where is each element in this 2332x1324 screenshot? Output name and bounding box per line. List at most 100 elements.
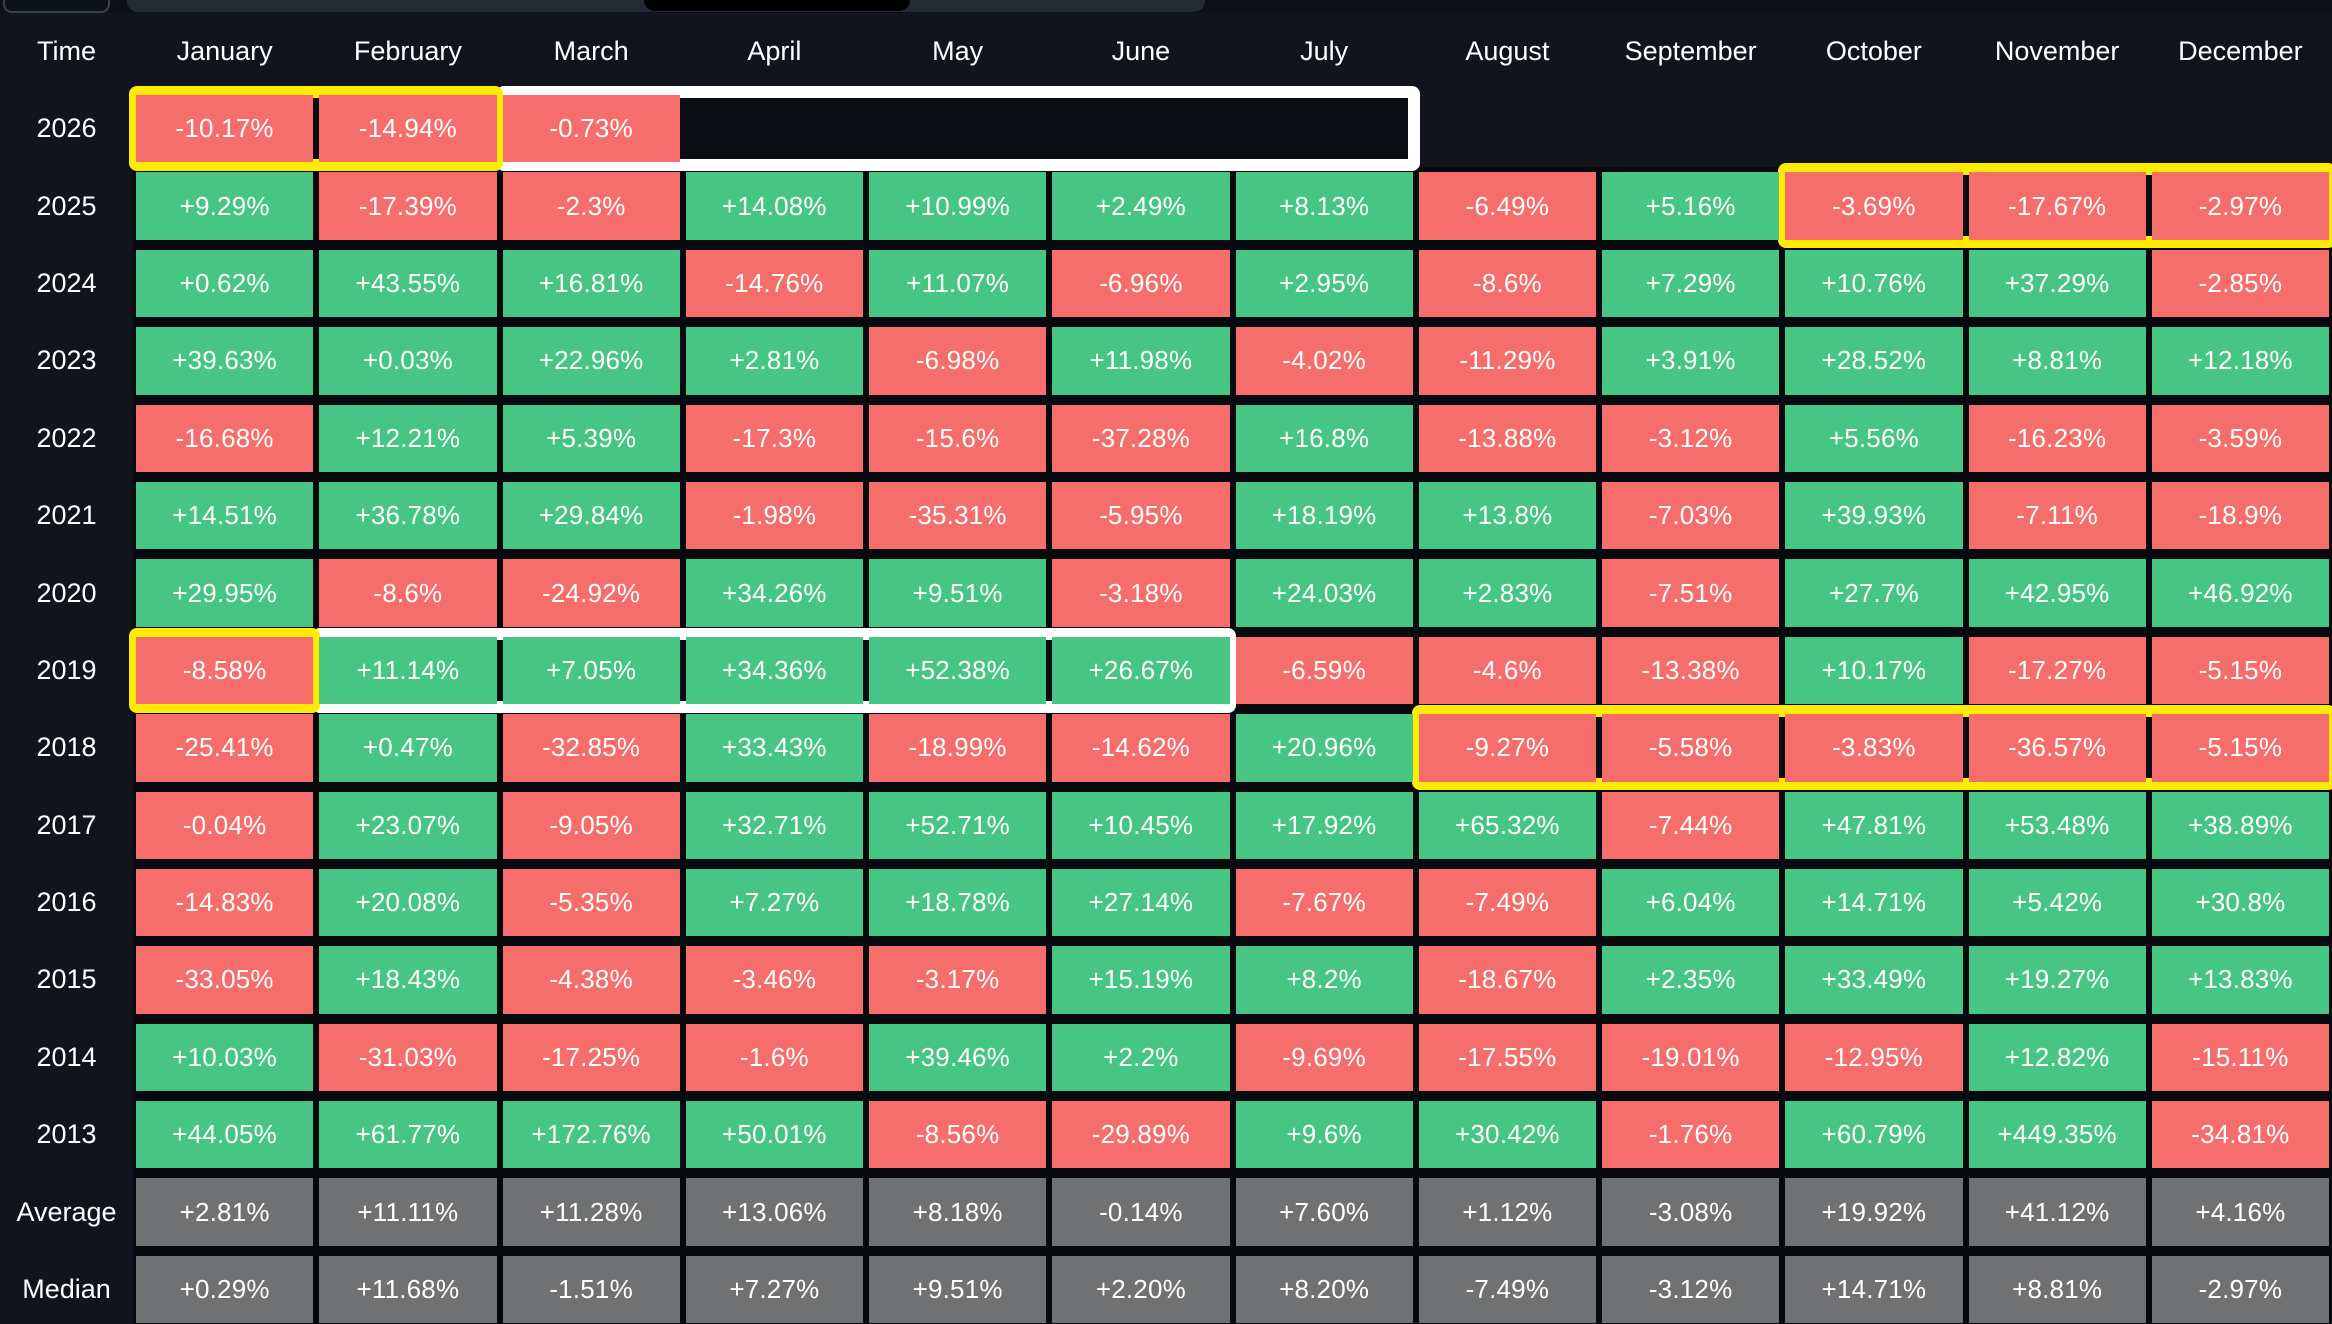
value-block: +9.51% bbox=[869, 1255, 1047, 1324]
value-block: -5.95% bbox=[1052, 481, 1230, 550]
cell-2019-june: +26.67% bbox=[1049, 631, 1233, 710]
cell-2018-february: +0.47% bbox=[316, 709, 500, 787]
cell-2014-november: +12.82% bbox=[1965, 1018, 2149, 1097]
value-block: -7.49% bbox=[1418, 1255, 1596, 1324]
cell-2016-november: +5.42% bbox=[1965, 863, 2149, 942]
cell-2026-january: -10.17% bbox=[133, 90, 317, 168]
value-block: +39.63% bbox=[136, 327, 314, 395]
row-label-2021: 2021 bbox=[36, 500, 97, 531]
cell-2019-april: +34.36% bbox=[682, 631, 866, 710]
cell-2021-may: -35.31% bbox=[866, 476, 1050, 555]
value-block: +47.81% bbox=[1785, 791, 1963, 859]
cell-2013-september: -1.76% bbox=[1599, 1096, 1783, 1174]
value-block: +7.27% bbox=[685, 1255, 863, 1324]
cell-2023-may: -6.98% bbox=[866, 322, 1050, 400]
value-block: -15.6% bbox=[869, 404, 1047, 472]
value-block: +34.26% bbox=[685, 559, 863, 627]
cell-2024-april: -14.76% bbox=[682, 244, 866, 323]
cell-2016-october: +14.71% bbox=[1782, 863, 1966, 942]
value-block: -14.94% bbox=[319, 95, 497, 163]
value-block: +32.71% bbox=[685, 791, 863, 859]
value-block: +1.12% bbox=[1418, 1178, 1596, 1246]
value-block: +30.8% bbox=[2151, 868, 2329, 937]
value-block: -2.3% bbox=[502, 172, 680, 240]
value-block: -3.18% bbox=[1052, 559, 1230, 627]
cell-2019-november: -17.27% bbox=[1965, 631, 2149, 710]
cell-median-july: +8.20% bbox=[1232, 1250, 1416, 1324]
value-block: +19.92% bbox=[1785, 1178, 1963, 1246]
value-block: +7.29% bbox=[1602, 249, 1780, 318]
cell-average-march: +11.28% bbox=[499, 1173, 683, 1251]
cell-2018-may: -18.99% bbox=[866, 709, 1050, 787]
cell-2018-july: +20.96% bbox=[1232, 709, 1416, 787]
value-block: -33.05% bbox=[136, 946, 314, 1014]
cell-2020-january: +29.95% bbox=[133, 554, 317, 632]
value-block: -1.98% bbox=[685, 481, 863, 550]
cell-average-october: +19.92% bbox=[1782, 1173, 1966, 1251]
cell-2025-january: +9.29% bbox=[133, 167, 317, 245]
value-block: -5.15% bbox=[2151, 714, 2329, 782]
row-label-2023: 2023 bbox=[36, 345, 97, 376]
cell-2023-september: +3.91% bbox=[1599, 322, 1783, 400]
value-block: +11.68% bbox=[319, 1255, 497, 1324]
value-block: +172.76% bbox=[502, 1101, 680, 1169]
value-block: +43.55% bbox=[319, 249, 497, 318]
value-block: +37.29% bbox=[1968, 249, 2146, 318]
cell-2018-march: -32.85% bbox=[499, 709, 683, 787]
value-block: -15.11% bbox=[2151, 1023, 2329, 1092]
value-block: +449.35% bbox=[1968, 1101, 2146, 1169]
cell-2025-february: -17.39% bbox=[316, 167, 500, 245]
value-block: +14.71% bbox=[1785, 1255, 1963, 1324]
column-header-january: January bbox=[176, 36, 273, 66]
value-block: +44.05% bbox=[136, 1101, 314, 1169]
cell-2017-october: +47.81% bbox=[1782, 786, 1966, 864]
value-block: +27.14% bbox=[1052, 868, 1230, 937]
cell-2015-june: +15.19% bbox=[1049, 941, 1233, 1019]
cell-2021-january: +14.51% bbox=[133, 476, 317, 555]
cell-2020-may: +9.51% bbox=[866, 554, 1050, 632]
table-row-2026: 2026 -10.17% -14.94% -0.73% bbox=[0, 90, 2332, 168]
cell-2023-march: +22.96% bbox=[499, 322, 683, 400]
cell-2017-august: +65.32% bbox=[1415, 786, 1599, 864]
cell-2024-march: +16.81% bbox=[499, 244, 683, 323]
cell-2019-september: -13.38% bbox=[1599, 631, 1783, 710]
row-label-2014: 2014 bbox=[36, 1041, 97, 1072]
value-block: +50.01% bbox=[685, 1101, 863, 1169]
cell-2019-february: +11.14% bbox=[316, 631, 500, 710]
cell-2015-january: -33.05% bbox=[133, 941, 317, 1019]
cell-median-august: -7.49% bbox=[1415, 1250, 1599, 1324]
value-block: +8.13% bbox=[1235, 172, 1413, 240]
cell-2013-january: +44.05% bbox=[133, 1096, 317, 1174]
cell-2018-january: -25.41% bbox=[133, 709, 317, 787]
cell-2014-september: -19.01% bbox=[1599, 1018, 1783, 1097]
cell-2022-june: -37.28% bbox=[1049, 399, 1233, 477]
value-block: +19.27% bbox=[1968, 946, 2146, 1014]
value-block: -37.28% bbox=[1052, 404, 1230, 472]
value-block: +14.08% bbox=[685, 172, 863, 240]
cut-off-button[interactable] bbox=[3, 0, 110, 13]
value-block: +10.76% bbox=[1785, 249, 1963, 318]
cell-2017-february: +23.07% bbox=[316, 786, 500, 864]
value-block: +14.51% bbox=[136, 481, 314, 550]
cell-2015-february: +18.43% bbox=[316, 941, 500, 1019]
cell-2023-june: +11.98% bbox=[1049, 322, 1233, 400]
cell-2023-august: -11.29% bbox=[1415, 322, 1599, 400]
value-block: -29.89% bbox=[1052, 1101, 1230, 1169]
value-block: -8.58% bbox=[136, 636, 314, 705]
value-block: +12.18% bbox=[2151, 327, 2329, 395]
cell-average-december: +4.16% bbox=[2148, 1173, 2332, 1251]
cell-2022-april: -17.3% bbox=[682, 399, 866, 477]
value-block: +27.7% bbox=[1785, 559, 1963, 627]
value-block: -4.02% bbox=[1235, 327, 1413, 395]
cell-2014-december: -15.11% bbox=[2148, 1018, 2332, 1097]
row-label-2019: 2019 bbox=[36, 654, 97, 685]
value-block: +5.39% bbox=[502, 404, 680, 472]
value-block: +8.20% bbox=[1235, 1255, 1413, 1324]
cropped-toolbar bbox=[0, 0, 2332, 13]
cell-2014-july: -9.69% bbox=[1232, 1018, 1416, 1097]
value-block: +10.45% bbox=[1052, 791, 1230, 859]
value-block: +10.17% bbox=[1785, 636, 1963, 705]
value-block: +0.29% bbox=[136, 1255, 314, 1324]
cell-2024-july: +2.95% bbox=[1232, 244, 1416, 323]
